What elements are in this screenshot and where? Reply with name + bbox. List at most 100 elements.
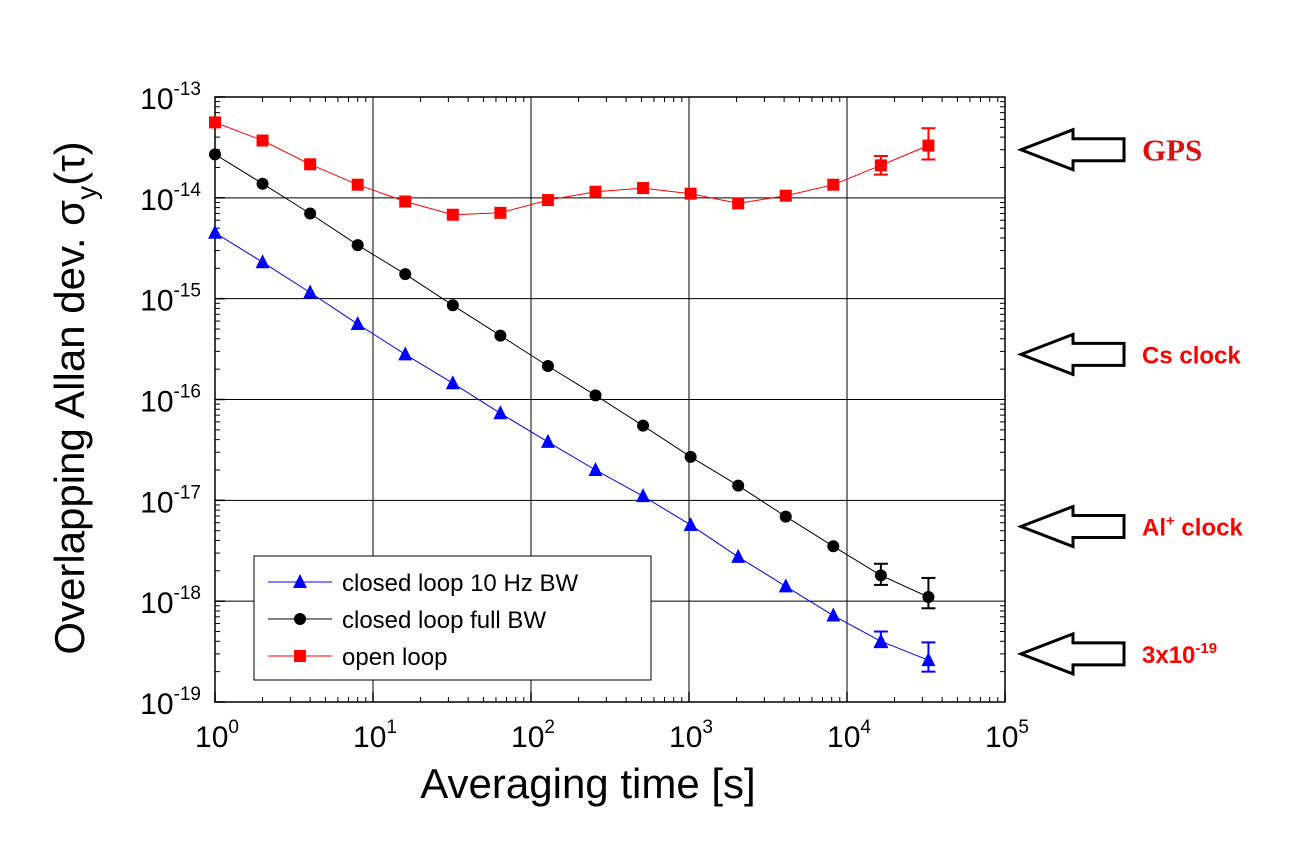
- x-tick-exponent: 3: [702, 717, 713, 738]
- y-tick-base: 10: [140, 587, 173, 620]
- circle-marker: [827, 540, 840, 553]
- x-tick-label: 100: [195, 717, 239, 754]
- square-marker: [922, 139, 935, 152]
- triangle-marker: [826, 607, 841, 622]
- circle-marker: [351, 239, 364, 252]
- triangle-marker: [636, 488, 651, 503]
- y-tick-label: 10-16: [140, 382, 201, 419]
- square-marker: [684, 187, 697, 200]
- annotation-arrow: [1016, 504, 1126, 549]
- triangle-marker: [255, 254, 270, 269]
- y-tick-exponent: -19: [174, 684, 201, 705]
- y-tick-base: 10: [140, 83, 173, 116]
- triangle-marker: [683, 516, 698, 531]
- annotation-superscript: -19: [1195, 640, 1217, 657]
- series-triangle: [208, 224, 936, 673]
- triangle-marker: [293, 574, 307, 588]
- data-series: [208, 116, 936, 673]
- x-tick-label: 104: [827, 717, 871, 754]
- x-tick-base: 10: [985, 721, 1018, 754]
- x-tick-exponent: 1: [386, 717, 397, 738]
- y-axis-title-sigma: σ: [46, 200, 93, 226]
- annotation-base: 3x10: [1142, 642, 1195, 669]
- annotation-label: Al+ clock: [1142, 513, 1243, 542]
- annotation-arrow: [1016, 631, 1126, 677]
- annotation-label: Cs clock: [1142, 342, 1241, 369]
- series-square: [209, 116, 936, 221]
- y-tick-exponent: -17: [174, 482, 201, 503]
- triangle-marker: [350, 316, 365, 331]
- reference-annotations: GPS Cs clock Al+ clock 3x10-19: [1016, 127, 1243, 677]
- legend-entry: closed loop 10 Hz BW: [268, 570, 578, 597]
- square-marker: [827, 178, 840, 191]
- annotation-arrow: [1016, 127, 1126, 172]
- x-tick-exponent: 4: [860, 717, 871, 738]
- y-tick-label: 10-19: [140, 684, 201, 721]
- circle-marker: [637, 419, 650, 432]
- y-tick-base: 10: [140, 688, 173, 721]
- y-tick-exponent: -16: [174, 382, 201, 403]
- square-marker: [637, 182, 650, 195]
- circle-marker: [541, 359, 554, 372]
- annotation-superscript: +: [1166, 513, 1175, 530]
- triangle-marker: [921, 652, 936, 667]
- x-axis-title: Averaging time [s]: [420, 760, 755, 807]
- circle-marker: [256, 177, 269, 190]
- x-tick-label: 101: [353, 717, 397, 754]
- y-tick-label: 10-17: [140, 482, 201, 519]
- x-tick-label: 103: [669, 717, 713, 754]
- triangle-marker: [493, 405, 508, 420]
- circle-marker: [779, 510, 792, 523]
- circle-marker: [874, 569, 887, 582]
- triangle-marker: [445, 375, 460, 390]
- y-tick-base: 10: [140, 184, 173, 217]
- x-tick-label: 105: [985, 717, 1029, 754]
- square-marker: [399, 195, 412, 208]
- circle-marker: [294, 613, 306, 625]
- series-line: [214, 232, 929, 661]
- circle-marker: [589, 389, 602, 402]
- legend-label: closed loop 10 Hz BW: [342, 570, 578, 597]
- triangle-marker: [778, 578, 793, 593]
- square-marker: [779, 189, 792, 202]
- square-marker: [304, 158, 317, 171]
- y-tick-exponent: -18: [174, 583, 201, 604]
- y-tick-base: 10: [140, 486, 173, 519]
- annotation-base: Al: [1142, 515, 1166, 542]
- y-tick-label: 10-18: [140, 583, 201, 620]
- y-tick-exponent: -15: [174, 281, 201, 302]
- circle-marker: [732, 479, 745, 492]
- y-axis-title-tau: (τ): [46, 141, 93, 186]
- circle-marker: [399, 268, 412, 281]
- triangle-marker: [588, 461, 603, 476]
- x-tick-base: 10: [511, 721, 544, 754]
- annotation: Cs clock: [1016, 332, 1241, 377]
- circle-marker: [922, 590, 935, 603]
- x-tick-exponent: 0: [228, 717, 239, 738]
- triangle-marker: [540, 433, 555, 448]
- legend: closed loop 10 Hz BW closed loop full BW o…: [253, 555, 652, 681]
- x-tick-base: 10: [353, 721, 386, 754]
- circle-marker: [446, 299, 459, 312]
- square-marker: [494, 206, 507, 219]
- circle-marker: [304, 207, 317, 220]
- y-tick-exponent: -13: [174, 79, 201, 100]
- square-marker: [874, 159, 887, 172]
- annotation: 3x10-19: [1016, 631, 1217, 677]
- circle-marker: [209, 148, 221, 161]
- square-marker: [541, 194, 554, 207]
- triangle-marker: [398, 346, 413, 361]
- y-tick-base: 10: [140, 386, 173, 419]
- annotation: Al+ clock: [1016, 504, 1243, 549]
- y-axis-title-subscript: y: [71, 186, 102, 200]
- square-marker: [351, 178, 364, 191]
- x-tick-base: 10: [827, 721, 860, 754]
- x-tick-exponent: 2: [544, 717, 555, 738]
- y-tick-label: 10-13: [140, 79, 201, 116]
- legend-label: open loop: [342, 644, 447, 671]
- square-marker: [732, 197, 745, 210]
- x-tick-base: 10: [195, 721, 228, 754]
- annotation-arrow: [1016, 332, 1126, 377]
